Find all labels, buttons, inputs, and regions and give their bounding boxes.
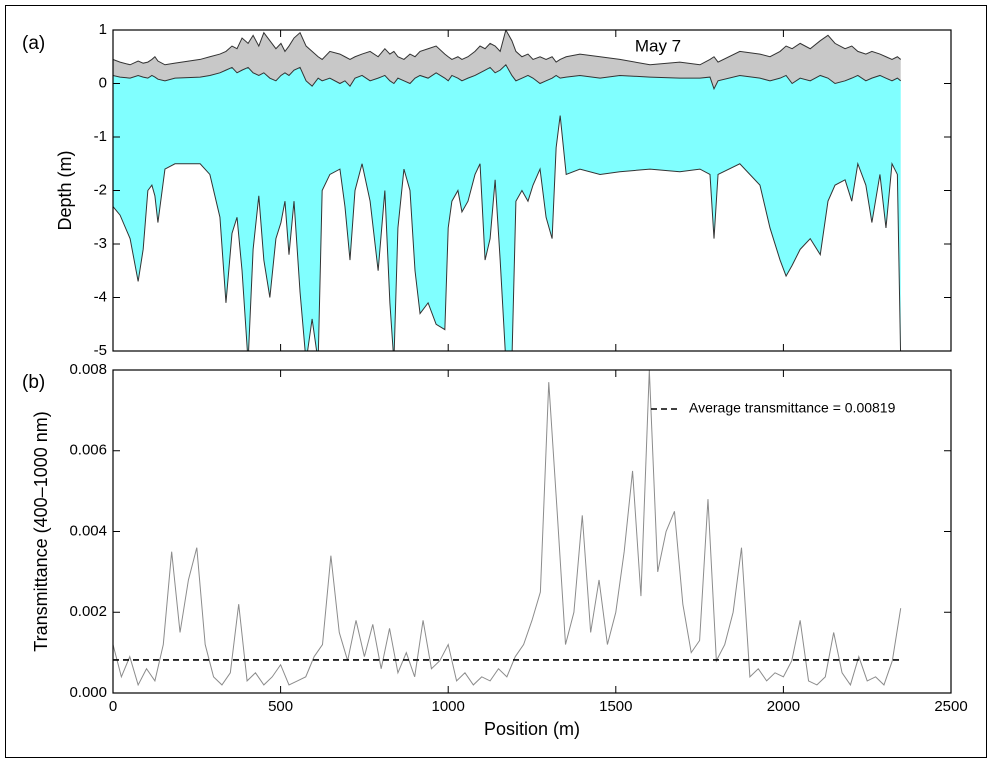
y-tick-label: 0.004 bbox=[69, 522, 107, 539]
y-axis-label: Transmittance (400–1000 nm) bbox=[31, 411, 51, 651]
plot-area bbox=[113, 30, 902, 351]
band-fill bbox=[113, 30, 901, 89]
depth-line bbox=[113, 63, 902, 91]
y-tick-label: -1 bbox=[94, 128, 107, 145]
x-tick-label: 2000 bbox=[767, 698, 800, 715]
y-axis-label: Depth (m) bbox=[55, 150, 75, 230]
y-tick-label: -5 bbox=[94, 342, 107, 359]
x-tick-label: 2500 bbox=[934, 698, 967, 715]
figure-frame bbox=[5, 5, 987, 758]
y-tick-label: -4 bbox=[94, 288, 107, 305]
band-fill bbox=[113, 64, 901, 351]
transmittance-line bbox=[113, 370, 902, 687]
y-tick-label: 0.008 bbox=[69, 361, 107, 378]
y-tick-label: 1 bbox=[99, 21, 107, 38]
x-tick-label: 1500 bbox=[599, 698, 632, 715]
x-tick-label: 500 bbox=[268, 698, 293, 715]
y-tick-label: -3 bbox=[94, 235, 107, 252]
x-tick-label: 0 bbox=[109, 698, 117, 715]
depth-line bbox=[113, 115, 902, 351]
plot-area bbox=[113, 370, 902, 687]
y-tick-label: 0.002 bbox=[69, 603, 107, 620]
y-tick-label: 0.006 bbox=[69, 442, 107, 459]
y-tick-label: -2 bbox=[94, 181, 107, 198]
plot-frame bbox=[112, 369, 952, 694]
legend-label: Average transmittance = 0.00819 bbox=[689, 400, 896, 416]
depth-line bbox=[113, 30, 902, 66]
y-tick-label: 0 bbox=[99, 74, 107, 91]
y-tick-label: 0.000 bbox=[69, 684, 107, 701]
panel-label: (b) bbox=[22, 372, 45, 393]
x-axis-label: Position (m) bbox=[484, 719, 580, 739]
x-tick-label: 1000 bbox=[432, 698, 465, 715]
panel-label: (a) bbox=[22, 33, 45, 54]
annotation: May 7 bbox=[635, 36, 681, 55]
